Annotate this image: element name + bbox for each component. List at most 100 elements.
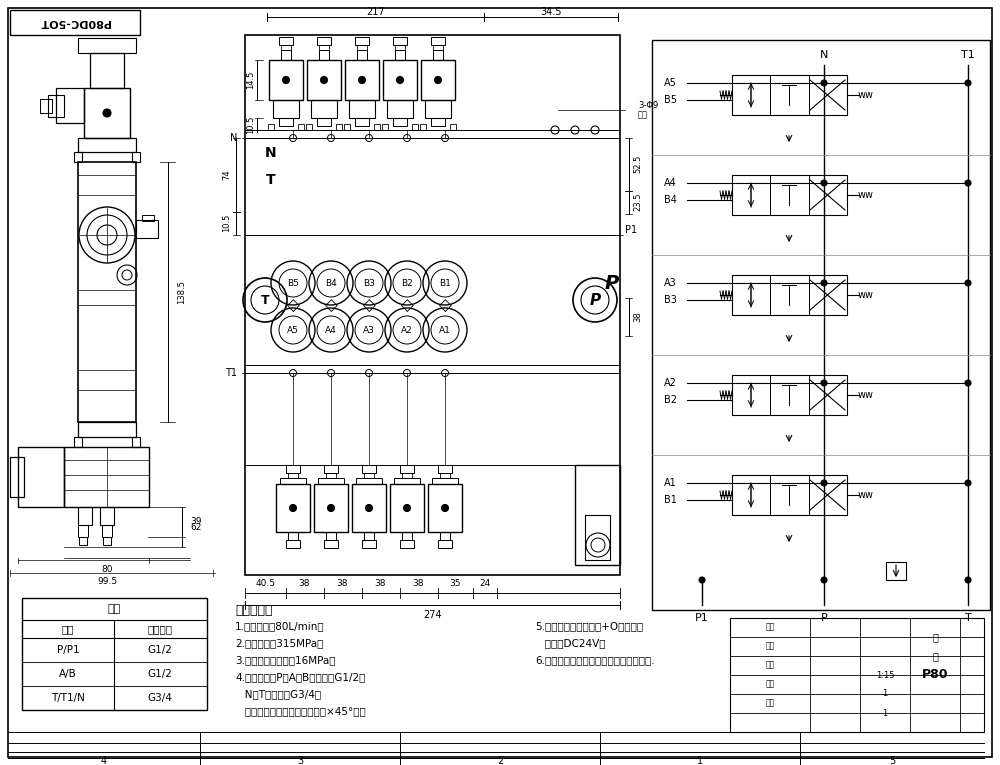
- Bar: [364, 532, 374, 540]
- Bar: [428, 484, 462, 532]
- Text: N、T油口均为G3/4；: N、T油口均为G3/4；: [235, 689, 321, 699]
- Bar: [450, 124, 456, 130]
- Text: 阀体: 阀体: [108, 604, 121, 614]
- Bar: [431, 37, 445, 45]
- Bar: [268, 124, 274, 130]
- Text: T1: T1: [961, 50, 975, 60]
- Bar: [10, 457, 24, 497]
- Circle shape: [699, 577, 705, 583]
- Circle shape: [434, 76, 442, 83]
- Text: 5.控制方式：电磁控制+O型回杆；: 5.控制方式：电磁控制+O型回杆；: [535, 621, 643, 631]
- Bar: [10, 10, 140, 35]
- Bar: [90, 53, 124, 88]
- Text: A4: A4: [325, 325, 337, 334]
- Text: ww: ww: [858, 490, 874, 500]
- Bar: [383, 60, 417, 100]
- Text: ww: ww: [858, 290, 874, 300]
- Bar: [288, 473, 298, 478]
- Bar: [286, 465, 300, 473]
- Bar: [281, 50, 291, 60]
- Bar: [393, 118, 407, 126]
- Text: ww: ww: [858, 190, 874, 200]
- Circle shape: [442, 504, 448, 512]
- Bar: [136, 220, 158, 238]
- Bar: [102, 525, 112, 537]
- Bar: [440, 473, 450, 478]
- Text: B2: B2: [664, 395, 677, 405]
- Text: 74: 74: [222, 170, 232, 181]
- Bar: [84, 88, 130, 138]
- Text: 4.油口尺寸：P、A、B油口均为G1/2；: 4.油口尺寸：P、A、B油口均为G1/2；: [235, 672, 365, 682]
- Text: 油口均为平面密封，油孔口倒×45°角；: 油口均为平面密封，油孔口倒×45°角；: [235, 706, 366, 716]
- Text: 80: 80: [101, 565, 113, 575]
- Circle shape: [965, 577, 971, 583]
- Bar: [432, 478, 458, 484]
- Text: G3/4: G3/4: [148, 693, 172, 703]
- Bar: [431, 118, 445, 126]
- Bar: [433, 50, 443, 60]
- Text: T1: T1: [225, 368, 237, 378]
- Text: 5: 5: [889, 756, 895, 765]
- Bar: [317, 118, 331, 126]
- Bar: [74, 437, 82, 447]
- Text: 10.5: 10.5: [222, 213, 232, 233]
- Bar: [319, 45, 329, 50]
- Bar: [298, 124, 304, 130]
- Bar: [64, 447, 149, 507]
- Text: 共页: 共页: [765, 679, 775, 689]
- Bar: [387, 100, 413, 118]
- Bar: [273, 100, 299, 118]
- Text: 比例: 比例: [765, 660, 775, 669]
- Text: P1: P1: [695, 613, 709, 623]
- Text: 划: 划: [932, 632, 938, 642]
- Circle shape: [358, 76, 366, 83]
- Bar: [652, 40, 990, 610]
- Text: A3: A3: [363, 325, 375, 334]
- Bar: [324, 540, 338, 548]
- Bar: [362, 465, 376, 473]
- Text: 2.额定压力：315MPa；: 2.额定压力：315MPa；: [235, 638, 323, 648]
- Bar: [732, 375, 847, 415]
- Text: P1: P1: [625, 225, 637, 235]
- Bar: [314, 484, 348, 532]
- Text: 217: 217: [366, 7, 385, 17]
- Text: 274: 274: [423, 610, 442, 620]
- Circle shape: [965, 280, 971, 286]
- Text: 38: 38: [413, 578, 424, 588]
- Text: N: N: [230, 133, 237, 143]
- Text: 规格: 规格: [765, 623, 775, 631]
- Bar: [276, 484, 310, 532]
- Text: B1: B1: [439, 278, 451, 288]
- Bar: [400, 465, 414, 473]
- Circle shape: [366, 504, 372, 512]
- Circle shape: [103, 109, 111, 117]
- Bar: [425, 100, 451, 118]
- Text: P80DC-5OT: P80DC-5OT: [40, 17, 110, 27]
- Bar: [100, 507, 114, 525]
- Bar: [356, 478, 382, 484]
- Bar: [311, 100, 337, 118]
- Text: 2: 2: [497, 756, 503, 765]
- Bar: [345, 60, 379, 100]
- Text: N: N: [820, 50, 828, 60]
- Text: 图: 图: [932, 651, 938, 661]
- Bar: [575, 465, 620, 565]
- Bar: [355, 118, 369, 126]
- Circle shape: [965, 380, 971, 386]
- Bar: [412, 124, 418, 130]
- Text: 1:15: 1:15: [876, 670, 894, 679]
- Text: 34.5: 34.5: [540, 7, 562, 17]
- Circle shape: [821, 80, 827, 86]
- Text: G1/2: G1/2: [148, 669, 172, 679]
- Text: P80: P80: [922, 669, 948, 682]
- Circle shape: [821, 180, 827, 186]
- Circle shape: [821, 380, 827, 386]
- Bar: [352, 484, 386, 532]
- Bar: [132, 152, 140, 162]
- Text: P/P1: P/P1: [57, 645, 79, 655]
- Text: G1/2: G1/2: [148, 645, 172, 655]
- Bar: [103, 537, 111, 545]
- Text: 6.阀体表面磷化处理，安全阀及螺堡镀镀.: 6.阀体表面磷化处理，安全阀及螺堡镀镀.: [535, 655, 655, 665]
- Bar: [336, 124, 342, 130]
- Circle shape: [821, 577, 827, 583]
